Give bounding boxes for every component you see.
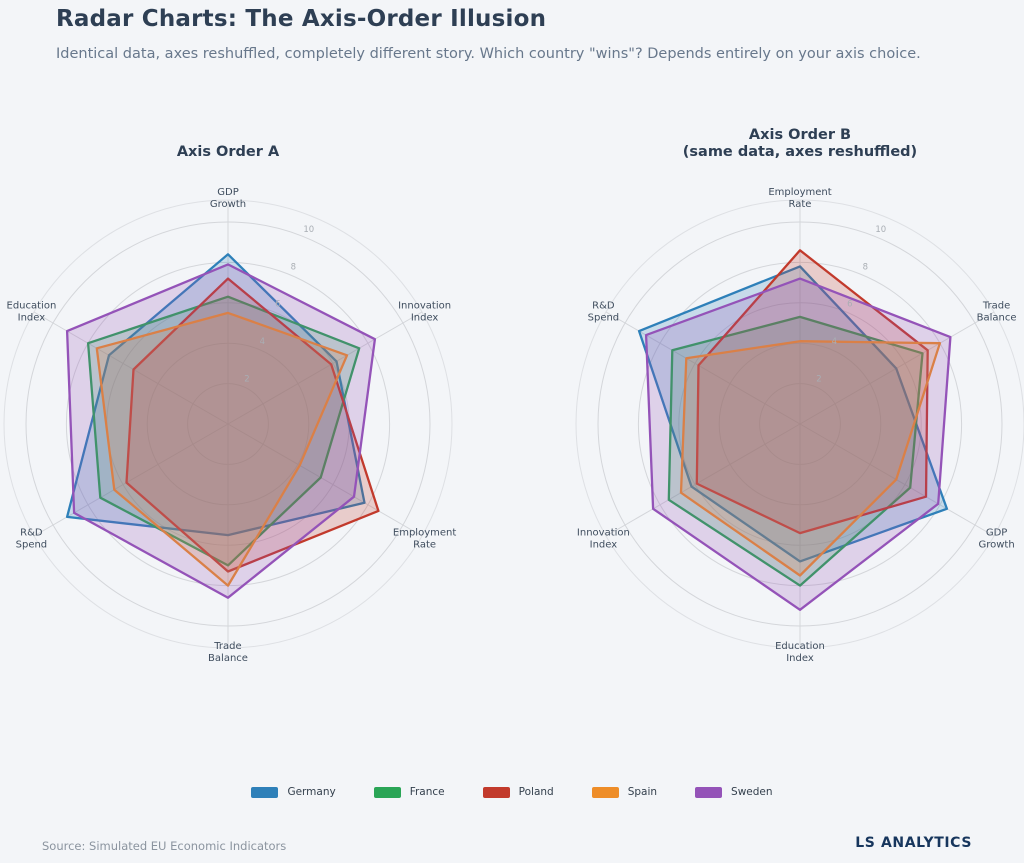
chart-legend: Germany France Poland Spain Sweden <box>0 786 1024 798</box>
axis-label-innovation-index: Innovation Index <box>398 301 451 324</box>
axis-label-employment-rate: Employment Rate <box>393 528 456 551</box>
radar-fill-poland <box>696 250 928 534</box>
radial-tick-label: 10 <box>875 225 886 235</box>
chart-a-title-line1: Axis Order A <box>176 144 280 160</box>
axis-label-gdp-growth: GDP Growth <box>978 528 1014 551</box>
axis-label-r-d-spend: R&D Spend <box>16 528 48 551</box>
chart-b-title-line2: (same data, axes reshuffled) <box>682 144 918 160</box>
brand-logo: LS ANALYTICS <box>855 835 972 851</box>
radar-fill-sweden <box>646 278 951 610</box>
chart-b-title: Axis Order B (same data, axes reshuffled… <box>600 127 1000 161</box>
radial-tick-label: 4 <box>260 337 265 347</box>
radial-tick-label: 6 <box>847 300 852 310</box>
legend-label-germany: Germany <box>287 786 336 798</box>
legend-swatch-france <box>373 786 401 798</box>
chart-b-title-line1: Axis Order B <box>748 127 852 143</box>
axis-label-r-d-spend: R&D Spend <box>588 301 620 324</box>
radar-fill-spain <box>681 341 940 576</box>
radar-fill-spain <box>96 312 347 586</box>
radar-series-france <box>86 295 361 567</box>
radar-series-spain <box>95 311 349 587</box>
axis-label-employment-rate: Employment Rate <box>768 187 831 210</box>
radar-series-poland <box>695 249 929 535</box>
radar-chart-axis-order-a: 2 4 6 8 10 GDP Growth Innovation Index Employment… <box>3 187 456 664</box>
legend-swatch-poland <box>482 786 510 798</box>
legend-item-germany: Germany <box>251 786 336 798</box>
axis-label-education-index: Education Index <box>7 301 57 324</box>
legend-swatch-sweden <box>695 786 723 798</box>
legend-item-poland: Poland <box>482 786 554 798</box>
radial-tick-label: 10 <box>303 225 314 235</box>
radar-series-france <box>667 315 924 587</box>
radar-spoke <box>605 423 801 537</box>
source-note: Source: Simulated EU Economic Indicators <box>42 839 287 853</box>
legend-swatch-germany <box>251 786 279 798</box>
radial-tick-label: 8 <box>863 262 868 272</box>
axis-label-gdp-growth: GDP Growth <box>210 187 246 210</box>
page-title: Radar Charts: The Axis-Order Illusion <box>56 6 547 32</box>
radar-series-germany <box>65 253 366 537</box>
radial-tick-label: 2 <box>244 374 249 384</box>
legend-item-france: France <box>373 786 445 798</box>
legend-label-poland: Poland <box>518 786 554 798</box>
radial-tick-label: 8 <box>291 262 296 272</box>
legend-label-sweden: Sweden <box>731 786 773 798</box>
axis-label-education-index: Education Index <box>775 641 825 664</box>
radar-fill-france <box>88 296 360 566</box>
chart-a-title: Axis Order A <box>28 144 428 161</box>
radar-fill-sweden <box>67 264 375 598</box>
axis-label-trade-balance: Trade Balance <box>977 301 1017 324</box>
radar-fill-germany <box>67 254 365 536</box>
radar-series-poland <box>125 277 380 573</box>
radial-tick-label: 2 <box>816 374 821 384</box>
legend-swatch-spain <box>591 786 619 798</box>
page-subtitle: Identical data, axes reshuffled, complet… <box>56 46 921 62</box>
radar-fill-germany <box>639 266 947 562</box>
radar-spoke <box>227 423 423 537</box>
radar-series-sweden <box>65 263 377 599</box>
radar-series-sweden <box>644 277 952 611</box>
legend-item-sweden: Sweden <box>695 786 773 798</box>
radial-tick-label: 4 <box>832 337 837 347</box>
axis-label-trade-balance: Trade Balance <box>208 641 248 664</box>
legend-label-france: France <box>409 786 445 798</box>
legend-item-spain: Spain <box>591 786 658 798</box>
radar-series-germany <box>637 265 949 563</box>
radar-chart-axis-order-b: 2 4 6 8 10 Employment Rate Trade Balance GDP Growt… <box>575 187 1024 664</box>
radar-series-spain <box>679 340 942 577</box>
radar-fill-france <box>668 316 923 586</box>
radial-tick-label: 6 <box>275 300 280 310</box>
legend-label-spain: Spain <box>627 786 658 798</box>
axis-label-innovation-index: Innovation Index <box>577 528 630 551</box>
radar-spoke <box>227 311 423 425</box>
